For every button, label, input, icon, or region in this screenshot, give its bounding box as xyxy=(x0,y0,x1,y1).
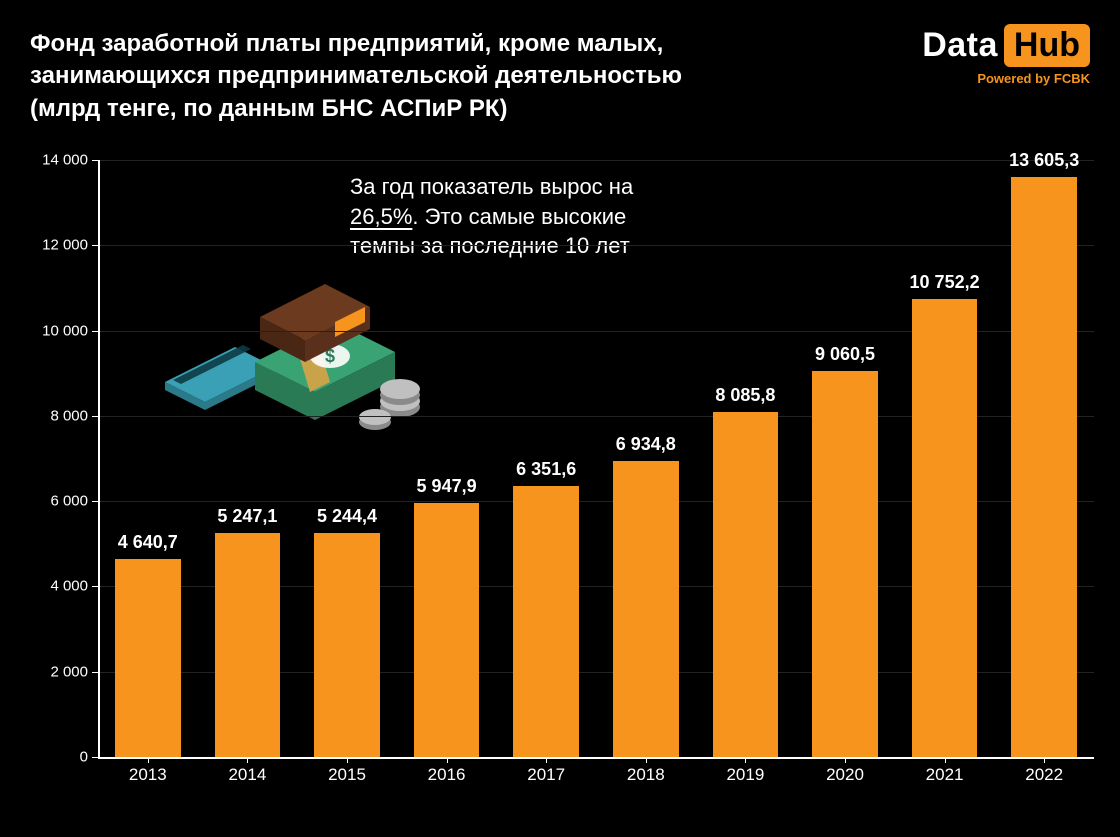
bar: 8 085,8 xyxy=(713,412,779,757)
chart-plot: 02 0004 0006 0008 00010 00012 00014 0004… xyxy=(98,160,1094,757)
y-tick-label: 14 000 xyxy=(42,152,88,169)
bar: 5 244,4 xyxy=(314,533,380,757)
y-tick-label: 8 000 xyxy=(50,407,88,424)
page-root: Фонд заработной платы предприятий, кроме… xyxy=(0,0,1120,837)
bar: 13 605,3 xyxy=(1011,177,1077,757)
x-tick-label: 2021 xyxy=(926,765,964,785)
y-tick-label: 2 000 xyxy=(50,663,88,680)
logo-text-data: Data xyxy=(922,26,998,65)
bar: 9 060,5 xyxy=(812,371,878,757)
y-tick-label: 4 000 xyxy=(50,578,88,595)
x-tick-label: 2020 xyxy=(826,765,864,785)
x-tick-label: 2017 xyxy=(527,765,565,785)
logo: Data Hub Powered by FCBK xyxy=(922,24,1090,86)
y-tick-label: 0 xyxy=(80,749,88,766)
bar-value-label: 5 247,1 xyxy=(217,506,277,527)
x-tick-label: 2022 xyxy=(1025,765,1063,785)
bar-value-label: 9 060,5 xyxy=(815,344,875,365)
bar: 5 247,1 xyxy=(215,533,281,757)
y-tick-label: 10 000 xyxy=(42,322,88,339)
bar: 6 351,6 xyxy=(513,486,579,757)
bar: 5 947,9 xyxy=(414,503,480,757)
x-tick-label: 2016 xyxy=(428,765,466,785)
bar-value-label: 5 947,9 xyxy=(417,476,477,497)
y-tick-label: 6 000 xyxy=(50,493,88,510)
gridline xyxy=(98,160,1094,161)
x-tick-label: 2015 xyxy=(328,765,366,785)
x-tick-label: 2014 xyxy=(228,765,266,785)
logo-subtitle: Powered by FCBK xyxy=(977,71,1090,86)
bar-value-label: 4 640,7 xyxy=(118,532,178,553)
x-tick-label: 2018 xyxy=(627,765,665,785)
bar-value-label: 6 351,6 xyxy=(516,459,576,480)
x-tick-label: 2013 xyxy=(129,765,167,785)
bar-value-label: 8 085,8 xyxy=(715,385,775,406)
bar: 10 752,2 xyxy=(912,299,978,758)
logo-text-hub: Hub xyxy=(1004,24,1090,67)
y-tick-label: 12 000 xyxy=(42,237,88,254)
bar-value-label: 10 752,2 xyxy=(910,272,980,293)
bar-value-label: 6 934,8 xyxy=(616,434,676,455)
bar: 4 640,7 xyxy=(115,559,181,757)
bar-value-label: 5 244,4 xyxy=(317,506,377,527)
y-axis-line xyxy=(98,160,100,757)
bar-value-label: 13 605,3 xyxy=(1009,150,1079,171)
bar: 6 934,8 xyxy=(613,461,679,757)
x-tick-label: 2019 xyxy=(726,765,764,785)
chart-title: Фонд заработной платы предприятий, кроме… xyxy=(30,28,682,125)
chart-area: 02 0004 0006 0008 00010 00012 00014 0004… xyxy=(98,160,1094,785)
logo-row: Data Hub xyxy=(922,24,1090,67)
x-axis: 2013 2014 2015 2016 2017 2018 2019 2020 2021 2022 xyxy=(98,757,1094,785)
gridline xyxy=(98,245,1094,246)
header: Фонд заработной платы предприятий, кроме… xyxy=(30,28,1090,125)
